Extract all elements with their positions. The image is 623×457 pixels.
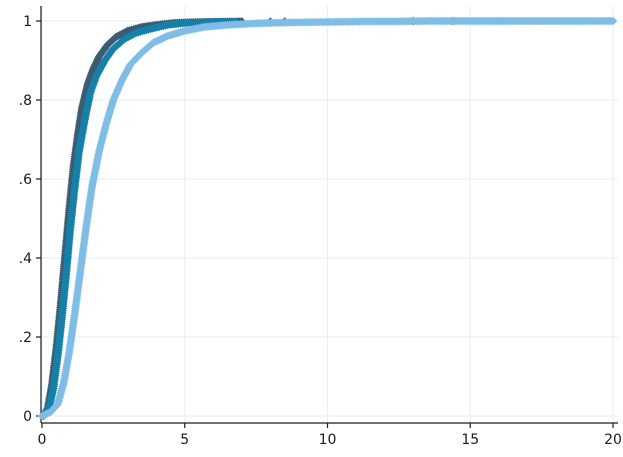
series-2 xyxy=(39,16,458,421)
grid-layer xyxy=(41,6,618,423)
x-tick-label: 5 xyxy=(180,432,189,448)
x-tick-label: 20 xyxy=(604,432,622,448)
y-tick-label: .8 xyxy=(19,93,32,109)
series-layer xyxy=(37,16,618,421)
axis-layer: 0 5 10 15 20 0 .2 .4 .6 .8 1 xyxy=(19,6,622,448)
x-tick-label: 15 xyxy=(461,432,479,448)
y-tick-label: .4 xyxy=(19,251,32,267)
x-tick-label: 10 xyxy=(319,432,337,448)
series-3 xyxy=(37,16,618,421)
y-tick-label: .6 xyxy=(19,172,32,188)
data-point xyxy=(608,16,618,26)
x-tick-label: 0 xyxy=(38,432,47,448)
y-tick-label: 1 xyxy=(23,14,32,30)
y-tick-label: .2 xyxy=(19,330,32,346)
y-tick-label: 0 xyxy=(23,409,32,425)
